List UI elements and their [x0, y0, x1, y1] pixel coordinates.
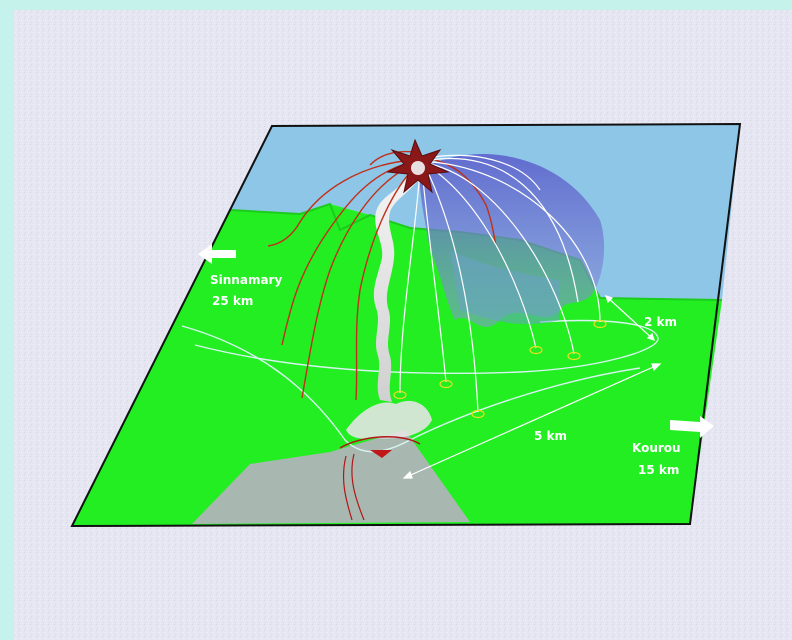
- two-km-label: 2 km: [644, 315, 677, 329]
- launch-pad-area: [192, 430, 470, 524]
- map-frame: [70, 122, 742, 528]
- smoke-column: [373, 176, 418, 402]
- trajectories-white: [399, 154, 601, 413]
- trajectories-red: [267, 150, 497, 401]
- sinnamary-distance-label: 25 km: [212, 294, 253, 308]
- explosion-core: [411, 161, 425, 175]
- sinnamary-label: Sinnamary: [210, 273, 282, 287]
- kourou-label: Kourou: [632, 441, 681, 455]
- safety-boundary-inner: [194, 319, 659, 375]
- kourou-distance-label: 15 km: [638, 463, 679, 477]
- impact-markers: [393, 319, 607, 419]
- distance-arrows: [402, 295, 662, 479]
- debris-cloud: [419, 154, 605, 328]
- arrow-right-icon: [670, 416, 714, 438]
- five-km-label: 5 km: [534, 429, 567, 443]
- launch-pad-symbol: [339, 435, 421, 521]
- smoke-base: [346, 400, 432, 439]
- arrow-left-icon: [198, 244, 236, 264]
